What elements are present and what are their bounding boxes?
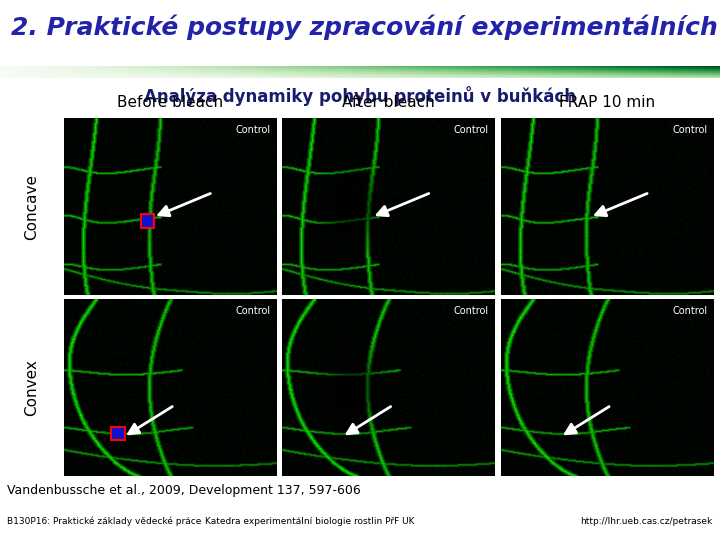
Text: Concave: Concave <box>24 173 39 240</box>
Text: Convex: Convex <box>24 359 39 416</box>
Text: http://lhr.ueb.cas.cz/petrasek: http://lhr.ueb.cas.cz/petrasek <box>580 517 713 525</box>
Text: FRAP 10 min: FRAP 10 min <box>559 95 655 110</box>
Bar <box>140 214 155 228</box>
Text: Before bleach: Before bleach <box>117 95 223 110</box>
Text: B130P16: Praktické základy vědecké práce: B130P16: Praktické základy vědecké práce <box>7 516 202 526</box>
Text: Vandenbussche et al., 2009, Development 137, 597-606: Vandenbussche et al., 2009, Development … <box>7 483 361 497</box>
Text: Control: Control <box>235 306 270 316</box>
Text: Control: Control <box>454 125 489 136</box>
Text: Control: Control <box>672 306 707 316</box>
Text: Control: Control <box>235 125 270 136</box>
Text: After bleach: After bleach <box>343 95 435 110</box>
Text: 2. Praktické postupy zpracování experimentálních dat: 2. Praktické postupy zpracování experime… <box>11 14 720 40</box>
Text: Control: Control <box>672 125 707 136</box>
Text: Analýza dynamiky pohybu proteinů v buňkách: Analýza dynamiky pohybu proteinů v buňká… <box>144 86 576 106</box>
Text: Katedra experimentální biologie rostlin PřF UK: Katedra experimentální biologie rostlin … <box>205 517 414 525</box>
Bar <box>111 427 125 441</box>
Text: Control: Control <box>454 306 489 316</box>
